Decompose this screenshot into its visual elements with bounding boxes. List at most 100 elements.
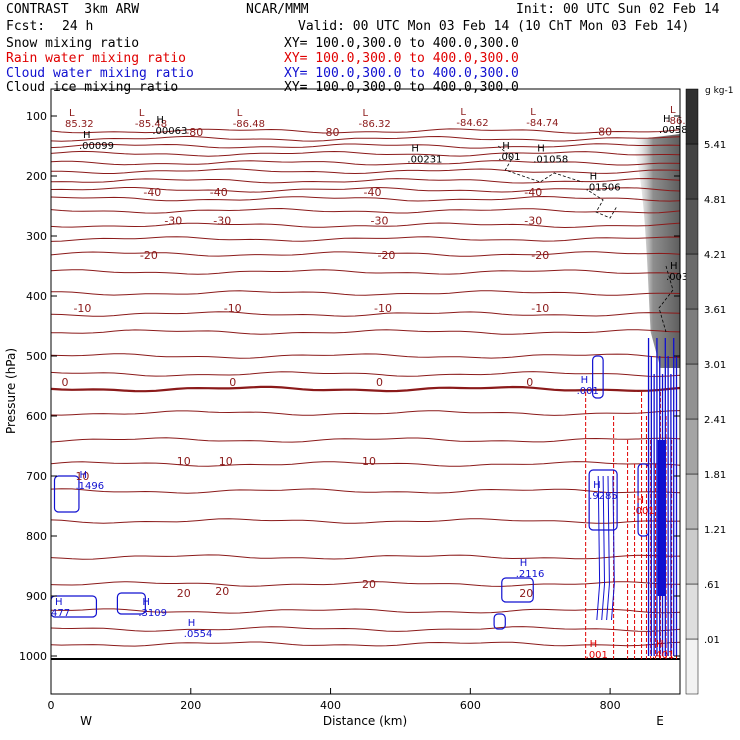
extremum-marker: L [670, 105, 676, 116]
extremum-value: .00231 [407, 154, 442, 165]
extremum-value: .2116 [516, 569, 545, 580]
field-rain-name: Rain water mixing ratio [6, 51, 187, 66]
contour-label: 20 [362, 578, 376, 591]
extremum-value: .1496 [75, 481, 104, 492]
y-tick-label: 800 [26, 530, 47, 543]
contour-label: -40 [210, 186, 228, 199]
snow-shading [631, 134, 680, 368]
y-tick-label: 600 [26, 410, 47, 423]
contour-label: -20 [140, 249, 158, 262]
extremum-value: .001 [586, 650, 608, 661]
contour-label: 20 [177, 587, 191, 600]
y-tick-label: 900 [26, 590, 47, 603]
cloud-water-contour [116, 592, 146, 615]
contour-label: -20 [531, 249, 549, 262]
contour-label: 10 [177, 455, 191, 468]
isotherm-line [50, 195, 681, 202]
extremum-value: .003 [666, 272, 688, 283]
extremum-marker: L [530, 107, 536, 118]
colorbar-label: .61 [704, 580, 720, 591]
extremum-marker: H [590, 639, 598, 650]
extremum-marker: L [69, 108, 75, 119]
temperature-contours [50, 128, 681, 660]
extremum-marker: L [139, 108, 145, 119]
contour-label: 0 [526, 376, 533, 389]
field-cloud-ice-xy: XY= 100.0,300.0 to 400.0,300.0 [284, 80, 519, 95]
isotherm-line [50, 410, 681, 416]
y-tick-label: 300 [26, 230, 47, 243]
cloud-ice-contour [498, 145, 583, 183]
extremum-value: .001 [577, 386, 599, 397]
colorbar-swatch [685, 638, 699, 695]
extremum-value: .001 [498, 152, 520, 163]
contour-label: 20 [215, 585, 229, 598]
colorbar-label: 2.41 [704, 415, 726, 426]
isotherm-line [50, 353, 681, 359]
field-snow-name: Snow mixing ratio [6, 36, 140, 51]
extremum-value: -86.32 [359, 119, 391, 130]
isotherm-line [50, 251, 681, 257]
colorbar-swatch [685, 363, 699, 420]
x-tick-label: 200 [180, 699, 201, 712]
isotherm-line [50, 207, 681, 214]
y-tick-label: 700 [26, 470, 47, 483]
colorbar-swatch [685, 528, 699, 585]
extremum-value: -86. [666, 116, 686, 127]
extremum-value: -85.48 [135, 119, 167, 130]
isotherm-line [50, 186, 681, 193]
isotherm-line [50, 554, 681, 560]
contour-label: 0 [376, 376, 383, 389]
cloud-water-contour [596, 475, 601, 621]
isotherm-line [50, 461, 681, 467]
contour-label: 10 [219, 455, 233, 468]
cloud-ice-contour [658, 265, 674, 333]
extremum-value: -86.48 [233, 119, 265, 130]
contour-label: -30 [370, 214, 388, 227]
model-title: CONTRAST 3km ARW [6, 2, 140, 17]
x-end-left: W [80, 714, 92, 728]
extremum-marker: H [581, 375, 589, 386]
extremum-marker: H [142, 597, 150, 608]
isotherm-line [50, 135, 681, 142]
y-tick-label: 400 [26, 290, 47, 303]
extremum-marker: H [636, 495, 644, 506]
contour-label: -80 [322, 126, 340, 139]
cloud-ice-contours [498, 145, 674, 333]
isotherm-line [50, 437, 681, 443]
extremum-value: .01058 [533, 154, 568, 165]
colorbar-swatch [685, 88, 699, 145]
colorbar-label: 1.21 [704, 525, 726, 536]
extremum-value: .401 [652, 650, 674, 661]
colorbar-label: 3.61 [704, 305, 726, 316]
contour-label: 0 [229, 376, 236, 389]
isotherm-line [50, 236, 681, 242]
contour-label: 0 [61, 376, 68, 389]
field-cloud-water-name: Cloud water mixing ratio [6, 66, 194, 81]
extremum-value: .01506 [586, 183, 621, 194]
extremum-value: .00589 [659, 125, 694, 136]
colorbar-label: 5.41 [704, 140, 726, 151]
colorbar-label: 1.81 [704, 470, 726, 481]
fcst-value: 24 h [62, 19, 94, 34]
field-rain-xy: XY= 100.0,300.0 to 400.0,300.0 [284, 51, 519, 66]
field-snow-xy: XY= 100.0,300.0 to 400.0,300.0 [284, 36, 519, 51]
extremum-marker: H [670, 261, 678, 272]
extremum-marker: H [502, 141, 510, 152]
contour-label: -80 [594, 126, 612, 139]
center-label: NCAR/MMM [246, 2, 309, 17]
colorbar-label: 3.01 [704, 360, 726, 371]
cloud-water-contour [588, 469, 618, 531]
isotherm-line [50, 269, 681, 275]
cloud-water-contour [611, 475, 615, 621]
contour-label: -40 [524, 186, 542, 199]
cloud-water-contour [601, 475, 606, 621]
cloud-water-contour [592, 355, 604, 399]
plot-frame [50, 88, 681, 695]
extremum-value: .9285 [589, 491, 618, 502]
extremum-marker: H [79, 470, 87, 481]
isotherm-line [50, 177, 681, 184]
cloud-water-contour [606, 475, 610, 621]
isotherm-line [50, 168, 681, 175]
extremum-marker: H [656, 639, 664, 650]
